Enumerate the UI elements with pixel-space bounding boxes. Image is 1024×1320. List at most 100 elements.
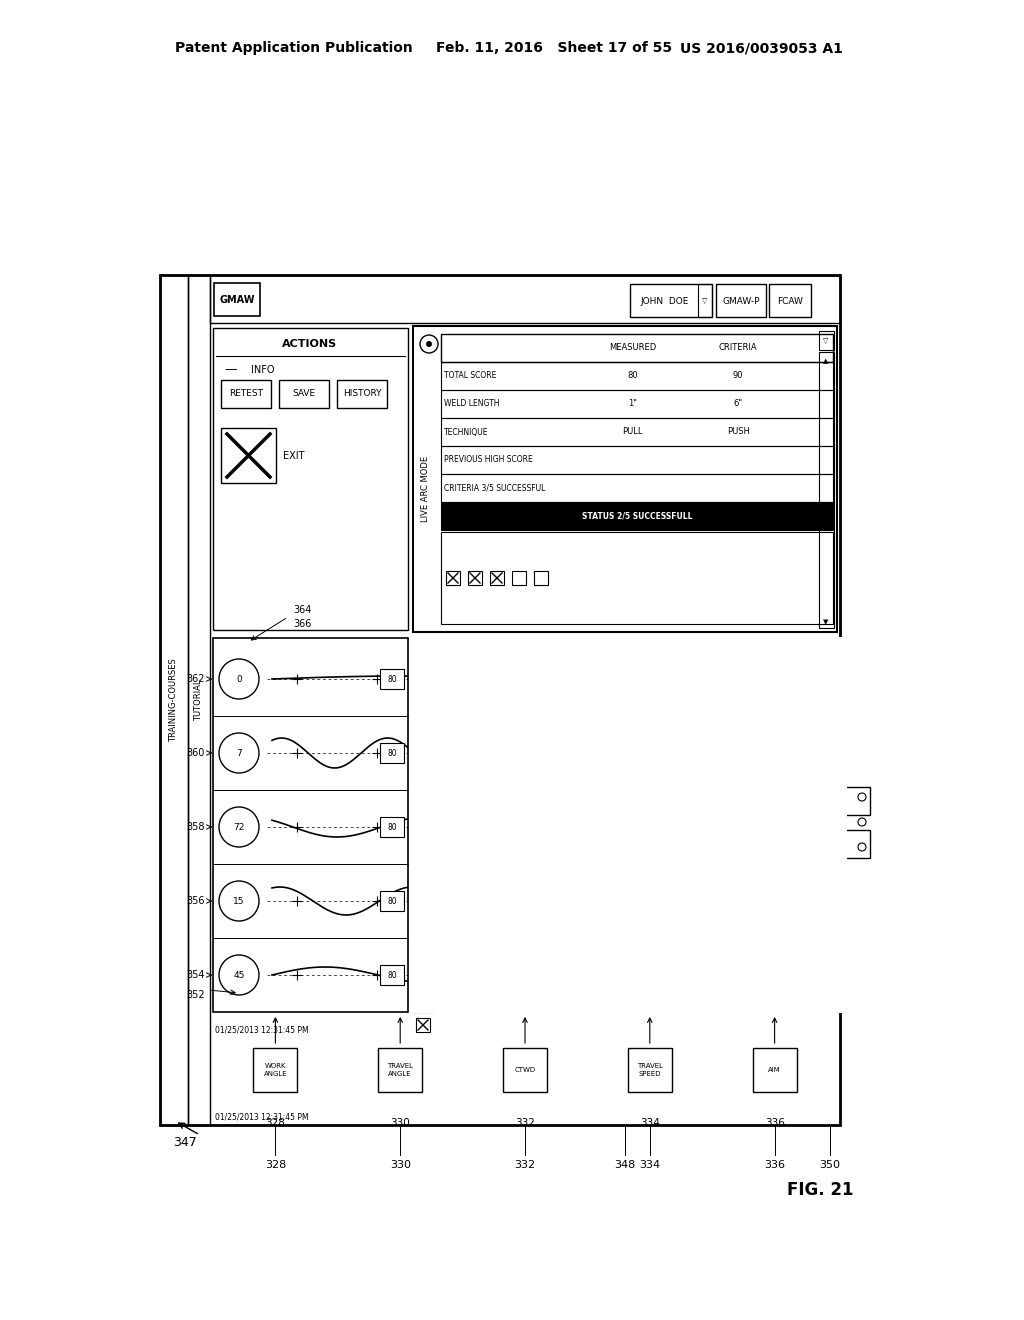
Text: ACTIONS: ACTIONS: [283, 339, 338, 348]
Text: 330: 330: [390, 1160, 411, 1170]
Text: 80: 80: [387, 822, 397, 832]
Bar: [279, 380, 329, 408]
Bar: [413, 326, 837, 632]
Bar: [441, 502, 833, 531]
Text: 330: 330: [390, 1118, 410, 1129]
Bar: [441, 389, 833, 418]
Text: Feb. 11, 2016   Sheet 17 of 55: Feb. 11, 2016 Sheet 17 of 55: [436, 41, 672, 55]
Text: 328: 328: [265, 1118, 286, 1129]
Text: LIVE ARC MODE: LIVE ARC MODE: [421, 455, 429, 523]
Bar: [468, 572, 482, 585]
Text: ▼: ▼: [823, 619, 828, 624]
Text: GMAW: GMAW: [219, 294, 255, 305]
Bar: [413, 638, 837, 1012]
Text: 7: 7: [237, 748, 242, 758]
Text: 01/25/2013 12:31:45 PM: 01/25/2013 12:31:45 PM: [215, 1113, 308, 1122]
Bar: [441, 686, 453, 698]
Text: POROSITY: POROSITY: [458, 665, 496, 675]
Bar: [809, 743, 833, 763]
Bar: [380, 743, 404, 763]
Bar: [628, 1048, 672, 1092]
Text: DISCONTINUITY ANALYSIS: DISCONTINUITY ANALYSIS: [421, 780, 427, 870]
Bar: [441, 664, 453, 676]
Text: 334: 334: [640, 1118, 659, 1129]
Text: 80: 80: [816, 970, 825, 979]
Bar: [809, 965, 833, 985]
Text: 01/25/2013 12:31:45 PM: 01/25/2013 12:31:45 PM: [215, 1026, 308, 1035]
Bar: [441, 334, 833, 362]
Bar: [809, 891, 833, 911]
Bar: [503, 1048, 547, 1092]
Text: TRAVEL
SPEED: TRAVEL SPEED: [637, 1064, 663, 1077]
Text: TRAINING-COURSES: TRAINING-COURSES: [170, 659, 178, 742]
Bar: [441, 446, 833, 474]
Bar: [753, 1048, 797, 1092]
Bar: [534, 572, 548, 585]
Text: CRITERIA: CRITERIA: [719, 343, 758, 352]
Bar: [416, 1018, 430, 1032]
Text: 90: 90: [733, 371, 743, 380]
Text: GMAW-P: GMAW-P: [722, 297, 760, 305]
Text: FCAW: FCAW: [777, 297, 803, 305]
Bar: [698, 284, 712, 317]
Text: 352: 352: [186, 990, 205, 1001]
Text: 336: 336: [765, 1118, 784, 1129]
Text: 358: 358: [186, 822, 205, 832]
Text: SPATTER: SPATTER: [458, 710, 490, 718]
Text: TRAVEL
ANGLE: TRAVEL ANGLE: [387, 1064, 414, 1077]
Text: —: —: [224, 363, 238, 376]
Text: 348: 348: [614, 1160, 636, 1170]
Text: 45: 45: [233, 970, 245, 979]
Text: 362: 362: [186, 675, 205, 684]
Text: 1": 1": [628, 400, 637, 408]
Text: 350: 350: [819, 1160, 841, 1170]
Bar: [446, 572, 460, 585]
Bar: [408, 638, 847, 1012]
Text: 80: 80: [816, 675, 825, 684]
Text: 364: 364: [293, 605, 311, 615]
Text: SAVE: SAVE: [293, 389, 315, 399]
Bar: [441, 474, 833, 502]
Bar: [210, 275, 840, 323]
Bar: [214, 282, 260, 315]
Bar: [441, 708, 453, 719]
Text: 80: 80: [387, 675, 397, 684]
Text: US 2016/0039053 A1: US 2016/0039053 A1: [680, 41, 843, 55]
Text: PULL: PULL: [623, 428, 643, 437]
Text: JOHN  DOE: JOHN DOE: [641, 297, 689, 305]
Bar: [809, 817, 833, 837]
Bar: [380, 965, 404, 985]
Text: 80: 80: [816, 822, 825, 832]
Bar: [160, 275, 840, 1125]
Text: 328: 328: [265, 1160, 286, 1170]
Bar: [809, 669, 833, 689]
Text: 80: 80: [387, 748, 397, 758]
Bar: [380, 817, 404, 837]
Text: CRITERIA 3/5 SUCCESSFUL: CRITERIA 3/5 SUCCESSFUL: [444, 483, 546, 492]
Text: ▽: ▽: [702, 298, 708, 304]
Text: STATUS 2/5 SUCCESSFULL: STATUS 2/5 SUCCESSFULL: [582, 511, 692, 520]
Text: 347: 347: [173, 1137, 197, 1150]
Bar: [441, 418, 833, 446]
Text: PREVIOUS HIGH SCORE: PREVIOUS HIGH SCORE: [444, 455, 532, 465]
Bar: [842, 787, 870, 814]
Text: AIM: AIM: [768, 1067, 781, 1073]
Bar: [378, 1048, 422, 1092]
Text: PUSH: PUSH: [727, 428, 750, 437]
Text: TOTAL SCORE: TOTAL SCORE: [444, 371, 497, 380]
Bar: [842, 830, 870, 858]
Bar: [413, 638, 435, 1012]
Bar: [188, 275, 210, 1125]
Text: Patent Application Publication: Patent Application Publication: [175, 41, 413, 55]
Text: WORK
ANGLE: WORK ANGLE: [263, 1064, 287, 1077]
Bar: [337, 380, 387, 408]
Text: 354: 354: [186, 970, 205, 979]
Text: 356: 356: [186, 896, 205, 906]
Text: CTWD: CTWD: [514, 1067, 536, 1073]
Text: 334: 334: [639, 1160, 660, 1170]
Bar: [380, 891, 404, 911]
Text: 366: 366: [293, 619, 311, 630]
Text: TUTORIAL: TUTORIAL: [195, 680, 204, 721]
Bar: [253, 1048, 297, 1092]
Text: ▽: ▽: [823, 338, 828, 345]
